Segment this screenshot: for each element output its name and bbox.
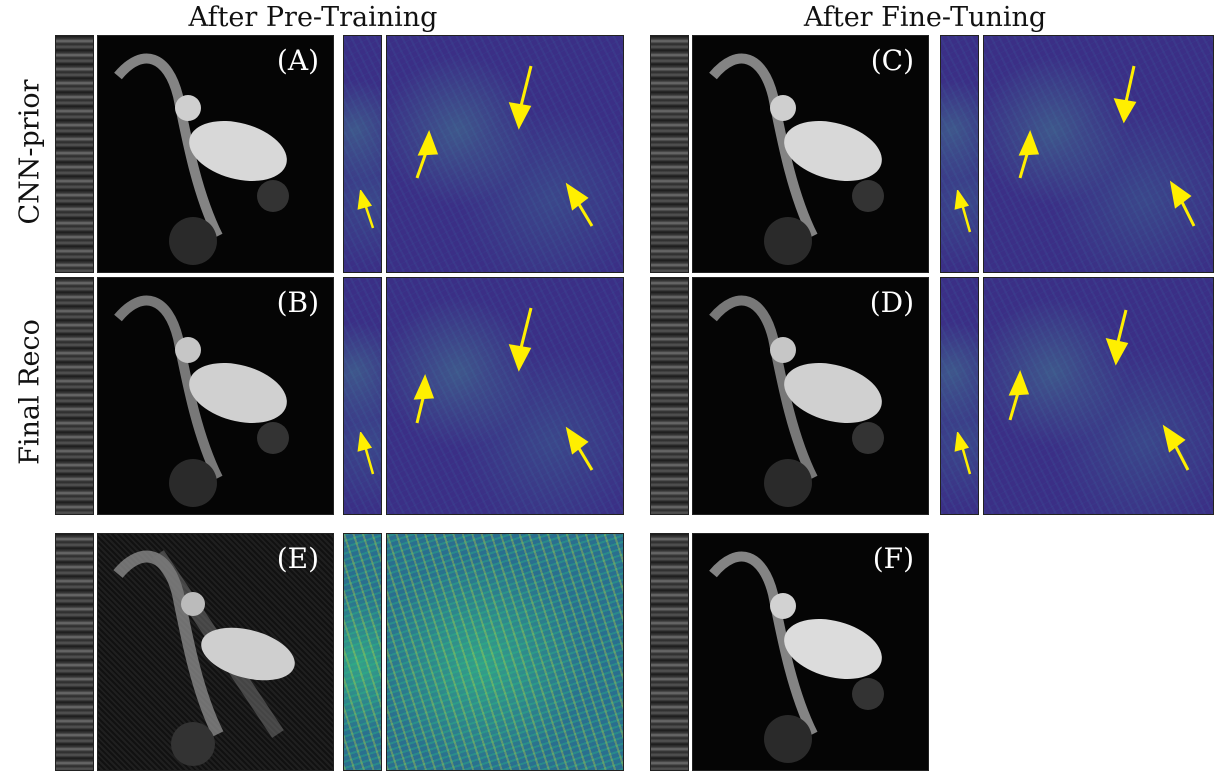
error-map-a <box>386 35 624 273</box>
arrow-icon <box>954 190 972 233</box>
error-map-c <box>983 35 1214 273</box>
column-title-finetuning: After Fine-Tuning <box>803 2 1047 33</box>
arrow-icon <box>954 432 972 475</box>
panel-label-b: (B) <box>276 286 319 319</box>
heart-image-b <box>114 295 289 507</box>
error-strip-d <box>940 277 979 515</box>
arrows-d <box>1008 309 1190 471</box>
panel-label-a: (A) <box>276 44 319 77</box>
mri-f: (F) <box>692 533 929 771</box>
mri-e: (E) <box>97 533 334 771</box>
strip-a <box>55 35 94 273</box>
arrows-c <box>1018 65 1196 227</box>
mri-d: (D) <box>692 277 929 515</box>
heart-image-c <box>709 53 884 265</box>
heart-image-f <box>709 551 884 763</box>
panel-label-c: (C) <box>870 44 914 77</box>
heart-image-e <box>113 550 295 766</box>
arrows-a <box>415 65 594 227</box>
mri-a: (A) <box>97 35 334 273</box>
column-title-pretraining: After Pre-Training <box>188 2 438 33</box>
error-strip-b <box>343 277 382 515</box>
strip-f <box>650 533 689 771</box>
strip-e <box>55 533 94 771</box>
strip-c <box>650 35 689 273</box>
panel-label-e: (E) <box>276 542 319 575</box>
error-strip-e <box>343 533 382 771</box>
mri-c: (C) <box>692 35 929 273</box>
mri-b: (B) <box>97 277 334 515</box>
error-strip-c <box>940 35 979 273</box>
strip-b <box>55 277 94 515</box>
heart-image-a <box>114 53 289 265</box>
arrows-b <box>413 307 594 471</box>
heart-image-d <box>709 295 884 507</box>
arrow-icon <box>357 432 375 475</box>
row-title-cnn-prior: CNN-prior <box>14 79 46 225</box>
arrow-icon <box>357 190 375 229</box>
panel-label-f: (F) <box>872 542 914 575</box>
panel-label-d: (D) <box>869 286 914 319</box>
error-map-e <box>386 533 624 771</box>
row-title-final-reco: Final Reco <box>14 319 46 465</box>
error-strip-a <box>343 35 382 273</box>
error-map-d <box>983 277 1214 515</box>
error-map-b <box>386 277 624 515</box>
strip-d <box>650 277 689 515</box>
